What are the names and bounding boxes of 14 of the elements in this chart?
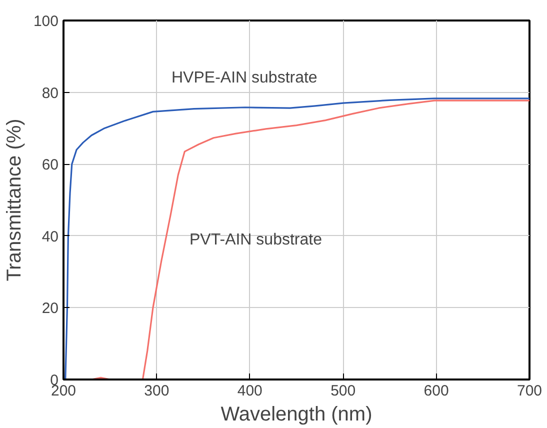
x-tick-label: 600 — [424, 382, 449, 400]
x-tick-label: 700 — [516, 382, 542, 400]
y-tick-label: 60 — [42, 156, 59, 174]
y-tick-label: 40 — [42, 228, 59, 246]
x-tick-label: 400 — [237, 382, 262, 400]
y-tick-label: 80 — [42, 84, 59, 102]
annotation: HVPE-AIN substrate — [172, 70, 318, 86]
y-tick-label: 100 — [33, 13, 59, 30]
y-tick-label: 20 — [42, 300, 59, 318]
x-tick-label: 500 — [330, 382, 356, 400]
x-tick-label: 300 — [144, 382, 170, 400]
x-axis-title: Wavelength (nm) — [220, 404, 372, 426]
annotation: PVT-AIN substrate — [190, 232, 322, 248]
y-axis-title: Transmittance (%) — [3, 118, 26, 282]
